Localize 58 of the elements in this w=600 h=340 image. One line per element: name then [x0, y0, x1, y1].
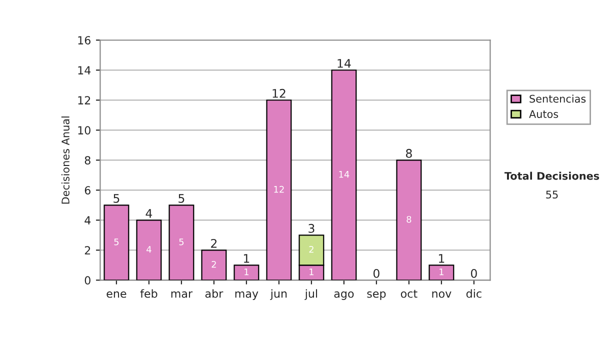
text: Total Decisiones	[504, 172, 600, 180]
y-tick-label: 12	[78, 96, 90, 104]
y-tick-label: 16	[78, 36, 90, 44]
x-tick-label: may	[235, 291, 258, 300]
total-label: 5	[178, 194, 184, 203]
bar	[266, 100, 292, 280]
total-label: 3	[308, 224, 314, 233]
total-label: 0	[373, 268, 380, 278]
data-label: 4	[146, 246, 152, 253]
y-tick-label: 8	[84, 156, 90, 165]
data-label: 1	[244, 268, 248, 276]
total-label: 1	[244, 254, 250, 263]
text: 55	[546, 190, 558, 199]
x-tick-label: dic	[466, 289, 482, 298]
data-label: 12	[274, 186, 284, 193]
y-tick-label: 10	[78, 126, 90, 135]
y-axis-title: Decisiones Anual	[61, 116, 70, 204]
total-label: 12	[272, 88, 286, 98]
x-tick-label: oct	[400, 290, 418, 298]
total-label: 8	[406, 148, 412, 158]
bar	[168, 204, 194, 280]
x-tick-label: sep	[367, 291, 386, 300]
bar	[136, 220, 162, 280]
data-label: 5	[179, 238, 184, 246]
bar	[104, 204, 130, 280]
bar	[331, 70, 357, 280]
total-label: 14	[338, 59, 351, 68]
legend-label: Sentencias	[530, 94, 586, 103]
bar	[396, 160, 422, 280]
total-label: 1	[438, 254, 444, 263]
bar	[234, 264, 260, 280]
x-tick-label: nov	[432, 291, 452, 298]
bar	[201, 250, 227, 280]
data-label: 8	[406, 216, 412, 223]
total-label: 5	[114, 194, 120, 203]
data-label: 2	[212, 260, 216, 268]
x-tick-label: ago	[334, 291, 354, 300]
data-label: 2	[309, 246, 314, 253]
total-label: 4	[146, 209, 152, 218]
y-tick-label: 2	[84, 246, 90, 254]
total-label: 0	[470, 268, 477, 278]
x-tick-label: ene	[106, 291, 126, 298]
data-label: 5	[114, 238, 119, 246]
x-tick-label: jul	[304, 289, 318, 300]
x-tick-label: mar	[171, 291, 193, 298]
y-tick-label: 14	[78, 66, 91, 74]
y-tick-label: 4	[84, 216, 91, 224]
bar	[428, 264, 454, 280]
x-tick-label: feb	[140, 289, 158, 298]
y-tick-label: 6	[84, 186, 90, 195]
total-label: 2	[211, 238, 217, 248]
y-tick-label: 0	[84, 276, 90, 285]
legend-label: Autos	[529, 110, 558, 118]
data-label: 1	[440, 268, 444, 276]
data-label: 1	[310, 268, 314, 276]
x-tick-label: jun	[270, 289, 287, 300]
data-label: 14	[339, 171, 350, 178]
x-tick-label: abr	[205, 289, 224, 298]
